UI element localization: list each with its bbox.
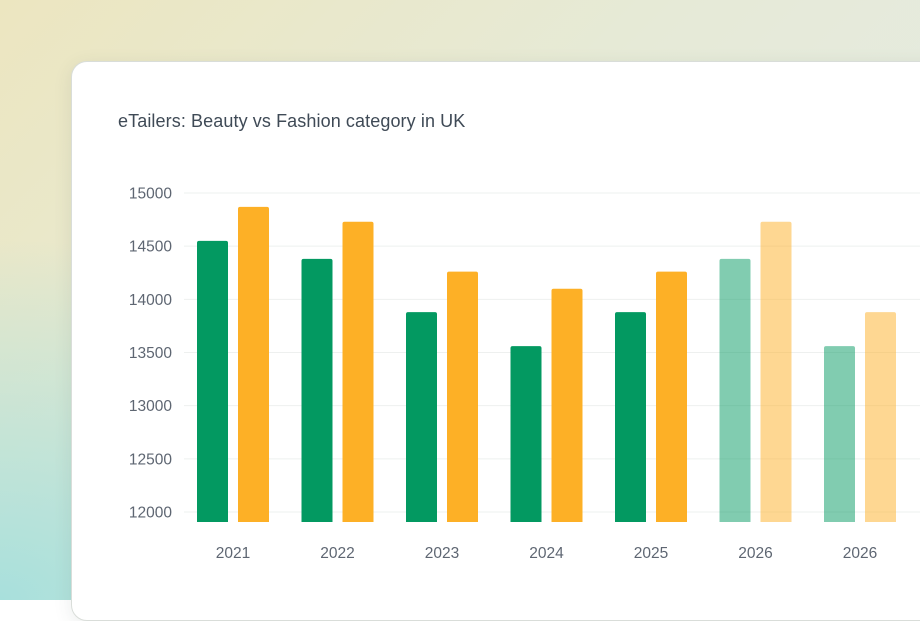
y-tick-label: 13000	[129, 398, 172, 415]
y-tick-label: 15000	[129, 186, 172, 203]
bar-series-2	[551, 288, 583, 522]
x-axis-ticks: 2021 2022 2023 2024 2025 2026 2026	[216, 545, 877, 562]
bar-series-1	[824, 346, 855, 522]
x-tick-label: 2026	[738, 545, 772, 562]
x-tick-label: 2022	[320, 545, 354, 562]
bar-series-2	[865, 312, 896, 522]
bar-series-2	[760, 221, 792, 522]
bar-series-1	[406, 312, 437, 522]
bar-series-2	[447, 271, 478, 522]
bar-series-1	[197, 240, 228, 522]
x-tick-label: 2023	[425, 545, 459, 562]
bar-series-1	[719, 258, 751, 522]
x-tick-label: 2026	[843, 545, 877, 562]
y-tick-label: 14500	[129, 239, 172, 256]
bar-series-2	[238, 206, 269, 522]
bar-series-1	[615, 312, 646, 522]
x-tick-label: 2024	[529, 545, 564, 562]
y-tick-label: 14000	[129, 292, 172, 309]
y-tick-label: 12000	[129, 505, 172, 522]
bar-series-1	[510, 346, 542, 522]
x-tick-label: 2021	[216, 545, 250, 562]
y-tick-label: 12500	[129, 451, 172, 468]
y-tick-label: 13500	[129, 345, 172, 362]
bars	[197, 206, 896, 522]
bar-series-1	[301, 258, 333, 522]
bar-series-2	[656, 271, 687, 522]
bar-series-2	[342, 221, 374, 522]
y-axis-ticks: 15000 14500 14000 13500 13000 12500 12000	[129, 186, 172, 522]
bar-chart: 15000 14500 14000 13500 13000 12500 12000 2021…	[129, 186, 920, 562]
chart-title: eTailers: Beauty vs Fashion category in …	[118, 111, 466, 131]
x-tick-label: 2025	[634, 545, 668, 562]
